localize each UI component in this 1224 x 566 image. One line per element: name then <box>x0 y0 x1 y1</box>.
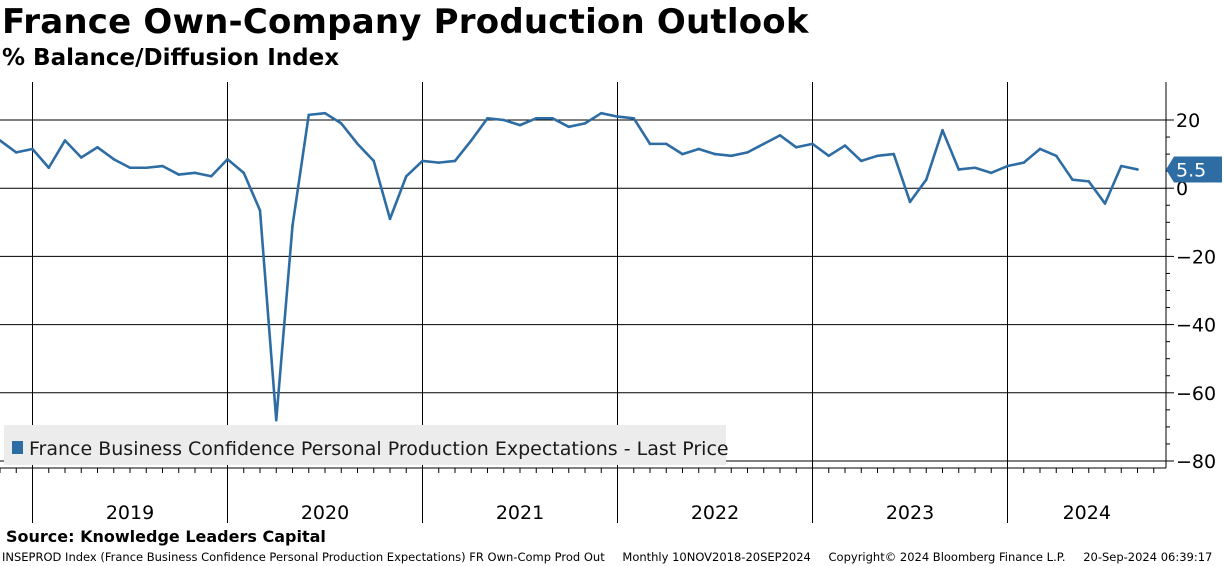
y-tick-label: 20 <box>1176 110 1200 132</box>
y-tick-label: −60 <box>1176 383 1216 405</box>
data-point <box>859 159 863 163</box>
y-tick-label: −20 <box>1176 246 1216 268</box>
data-point <box>648 142 652 146</box>
data-point <box>339 122 343 125</box>
x-year-label: 2024 <box>1063 502 1111 524</box>
data-point <box>453 159 457 163</box>
legend-label: France Business Confidence Personal Prod… <box>29 438 729 460</box>
data-point <box>811 142 814 146</box>
data-point <box>989 171 993 175</box>
data-point <box>567 125 571 129</box>
legend-box <box>4 425 726 465</box>
data-point <box>144 166 148 170</box>
data-point <box>307 113 311 117</box>
source-label: Source: Knowledge Leaders Capital <box>6 527 326 546</box>
data-point <box>128 166 132 170</box>
data-point <box>794 145 798 149</box>
data-point <box>1071 178 1074 181</box>
data-point <box>31 147 34 151</box>
data-point <box>1022 161 1026 164</box>
data-point <box>421 159 424 163</box>
chart-subtitle: % Balance/Diffusion Index <box>2 45 340 71</box>
data-point <box>209 174 213 178</box>
data-point <box>632 116 636 120</box>
data-point <box>323 111 327 115</box>
data-point <box>1087 180 1091 183</box>
data-point <box>486 116 489 120</box>
data-point <box>616 115 619 118</box>
data-point <box>291 224 294 228</box>
data-point <box>1054 154 1058 158</box>
data-point <box>177 173 181 176</box>
data-point <box>1006 164 1009 168</box>
data-point <box>96 145 99 149</box>
data-point <box>47 166 51 170</box>
data-point <box>356 142 359 146</box>
data-point <box>729 154 733 158</box>
data-point <box>713 152 717 156</box>
data-point <box>1103 202 1107 205</box>
x-year-label: 2022 <box>691 502 739 524</box>
data-point <box>973 166 977 170</box>
data-point <box>681 152 684 156</box>
data-point <box>274 418 278 422</box>
data-point <box>583 122 587 125</box>
data-point <box>63 139 67 142</box>
legend-swatch <box>12 441 23 454</box>
data-point <box>876 154 879 158</box>
y-tick-label: −80 <box>1176 451 1216 473</box>
data-point <box>437 161 441 164</box>
data-point <box>372 159 376 163</box>
data-point <box>892 152 896 156</box>
data-point <box>469 139 473 142</box>
x-year-label: 2023 <box>886 502 934 524</box>
data-point <box>404 174 408 178</box>
data-point <box>1136 168 1139 171</box>
data-point <box>697 147 701 151</box>
chart-title: France Own-Company Production Outlook <box>2 2 809 42</box>
data-point <box>924 178 928 181</box>
data-point <box>112 157 116 161</box>
data-point <box>518 123 522 127</box>
x-year-label: 2020 <box>301 502 349 524</box>
data-point <box>908 200 912 204</box>
data-point <box>957 168 961 171</box>
data-point <box>762 142 766 146</box>
data-point <box>226 157 229 161</box>
data-point <box>827 154 831 158</box>
footer-period: Monthly 10NOV2018-20SEP2024 <box>622 550 811 564</box>
data-point <box>388 217 392 221</box>
data-point <box>1119 164 1123 168</box>
data-point <box>534 116 538 120</box>
y-tick-label: −40 <box>1176 315 1216 337</box>
data-point <box>258 209 262 212</box>
data-point <box>502 118 506 122</box>
data-point <box>242 171 246 175</box>
data-point <box>551 116 554 120</box>
y-tick-label: 0 <box>1176 178 1188 200</box>
last-value-label: 5.5 <box>1176 159 1206 181</box>
x-year-label: 2019 <box>106 502 154 524</box>
footer-timestamp: 20-Sep-2024 06:39:17 <box>1083 550 1213 564</box>
data-point <box>193 171 197 175</box>
x-year-label: 2021 <box>496 502 544 524</box>
data-point <box>599 111 603 115</box>
data-point <box>746 151 749 154</box>
data-point <box>843 144 847 147</box>
series-line <box>0 111 1138 422</box>
data-point <box>79 156 83 159</box>
data-point <box>1038 147 1042 151</box>
footer-copyright: Copyright© 2024 Bloomberg Finance L.P. <box>828 550 1066 564</box>
data-point <box>0 139 2 142</box>
last-value-tag <box>1166 156 1222 183</box>
data-point <box>778 134 782 137</box>
data-point <box>664 142 668 146</box>
footer-bar: INSEPROD Index (France Business Confiden… <box>2 550 1224 564</box>
footer-index: INSEPROD Index (France Business Confiden… <box>2 550 605 564</box>
data-point <box>161 164 164 168</box>
data-point <box>14 151 18 154</box>
legend: France Business Confidence Personal Prod… <box>4 425 729 465</box>
data-point <box>941 128 944 132</box>
